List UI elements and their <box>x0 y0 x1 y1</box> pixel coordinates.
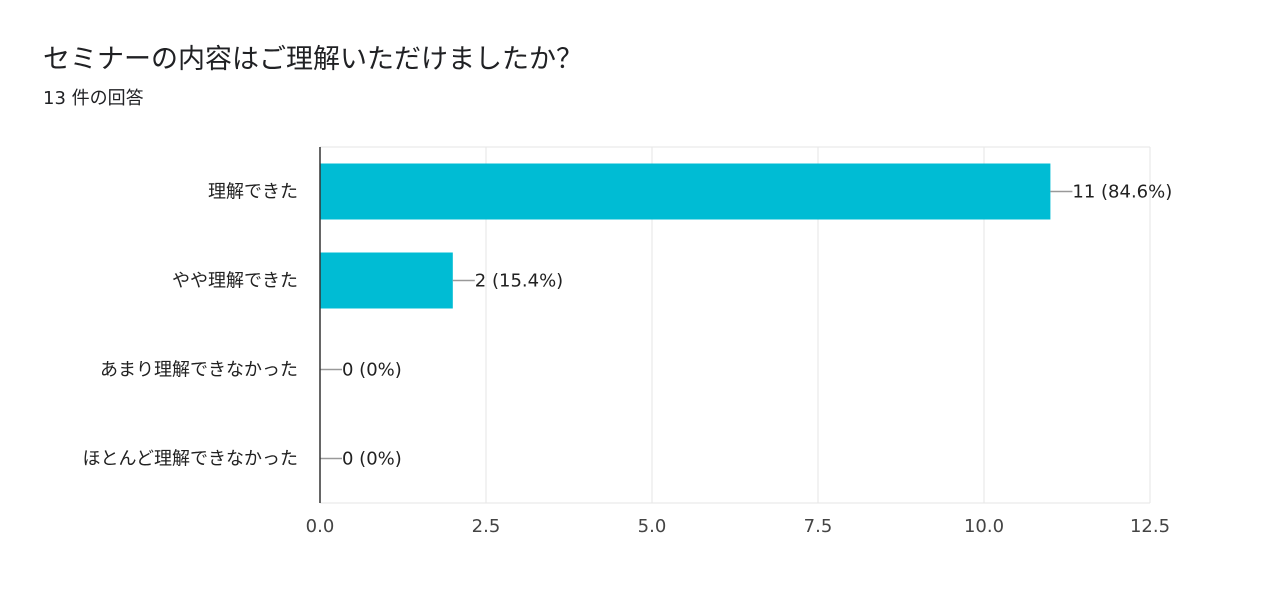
value-label: 2 (15.4%) <box>475 271 563 292</box>
x-tick-label: 2.5 <box>472 516 501 537</box>
category-label: あまり理解できなかった <box>100 360 298 381</box>
gridlines <box>320 146 1151 504</box>
leader-lines <box>320 190 1073 460</box>
bar <box>320 252 453 309</box>
x-tick-label: 5.0 <box>638 516 667 537</box>
value-label: 0 (0%) <box>342 449 402 470</box>
bar <box>320 163 1051 220</box>
value-label: 0 (0%) <box>342 360 402 381</box>
x-tick-label: 12.5 <box>1130 516 1170 537</box>
category-label: 理解できた <box>208 182 298 203</box>
x-tick-labels: 0.0 2.5 5.0 7.5 10.0 12.5 <box>306 516 1170 537</box>
value-label: 11 (84.6%) <box>1072 182 1172 203</box>
bars <box>320 163 1051 309</box>
x-tick-label: 7.5 <box>804 516 833 537</box>
value-labels: 11 (84.6%) 2 (15.4%) 0 (0%) 0 (0%) <box>342 182 1172 470</box>
response-count: 13 件の回答 <box>43 88 144 109</box>
chart-title: セミナーの内容はご理解いただけましたか？ <box>43 44 583 75</box>
x-tick-label: 0.0 <box>306 516 335 537</box>
category-label: やや理解できた <box>172 271 298 292</box>
x-tick-label: 10.0 <box>964 516 1004 537</box>
category-label: ほとんど理解できなかった <box>83 449 298 470</box>
